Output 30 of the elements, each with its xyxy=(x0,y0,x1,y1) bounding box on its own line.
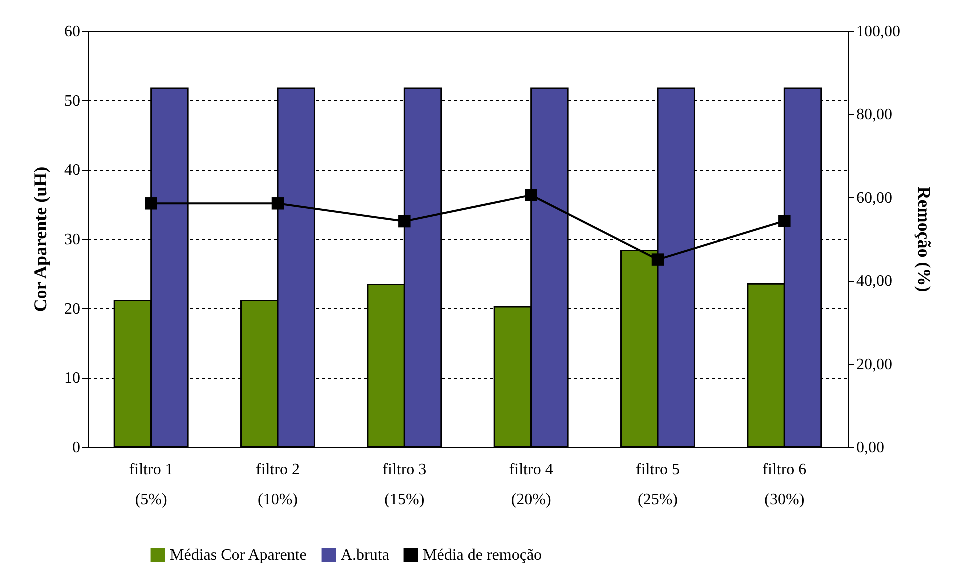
point xyxy=(272,198,284,210)
y-tick-label: 30 xyxy=(64,232,80,248)
y-tick-label: 0 xyxy=(72,440,80,456)
legend-label: A.bruta xyxy=(341,547,390,564)
y-tick-label: 40 xyxy=(64,162,80,180)
y2-tick-label: 80,00 xyxy=(856,106,892,124)
point xyxy=(652,254,664,266)
y2-tick-label: 20,00 xyxy=(856,356,892,374)
y-tick-label: 20 xyxy=(64,300,80,318)
x-tick-label: filtro 1 (5%) xyxy=(129,462,174,508)
x-tick-label: filtro 6 (30%) xyxy=(762,462,807,508)
point xyxy=(778,214,791,228)
x-tick-label: filtro 2 (10%) xyxy=(256,462,300,508)
y2-axis-title: Remoção (%) xyxy=(914,186,934,292)
y-axis-title: Cor Aparente (uH) xyxy=(30,166,50,312)
point xyxy=(525,189,538,202)
y-tick-label: 60 xyxy=(64,24,80,40)
y2-tick-label: 100,00 xyxy=(856,24,900,40)
legend-label: Médias Cor Aparente xyxy=(170,547,307,564)
x-tick-label: filtro 3 (15%) xyxy=(382,462,427,508)
y2-tick-label: 40,00 xyxy=(856,273,892,290)
y-tick-label: 10 xyxy=(64,370,80,388)
x-tick-label: filtro 4 (20%) xyxy=(509,462,554,508)
y-tick-label: 50 xyxy=(64,92,80,110)
point xyxy=(145,198,158,210)
x-tick-label: filtro 5 (25%) xyxy=(636,462,680,508)
legend-label: Média de remoção xyxy=(423,547,542,564)
y2-tick-label: 60,00 xyxy=(856,190,892,207)
y2-tick-label: 0,00 xyxy=(856,440,884,456)
point xyxy=(398,215,411,228)
